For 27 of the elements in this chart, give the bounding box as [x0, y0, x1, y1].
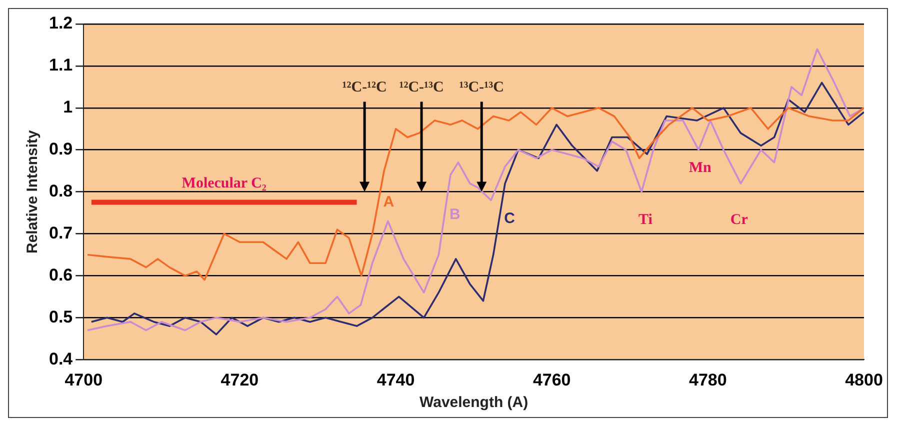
series-label: C [504, 210, 516, 228]
y-tick-label: 1.2 [48, 14, 73, 33]
annotation: ¹²C-¹³C [399, 80, 444, 96]
x-tick-label: 4800 [845, 370, 883, 390]
x-axis-title: Wavelength (A) [420, 394, 528, 412]
series-label: B [450, 206, 461, 224]
y-tick-label: 0.6 [48, 265, 73, 284]
x-tick-label: 4760 [532, 370, 571, 390]
y-tick-label: 0.8 [48, 181, 73, 200]
annotation: ¹³C-¹³C [459, 80, 504, 96]
annotation: ¹²C-¹²C [342, 80, 387, 96]
annotation: Ti [638, 212, 652, 228]
series-label: A [383, 193, 394, 210]
x-tick-label: 4740 [376, 370, 415, 390]
annotation: Cr [730, 212, 748, 228]
y-tick-label: 0.5 [48, 307, 73, 326]
y-tick-label: 1.1 [48, 56, 73, 75]
y-axis-title: Relative Intensity [24, 129, 42, 254]
annotation: Mn [688, 160, 712, 176]
annotation: Molecular C₂ [182, 175, 267, 192]
y-tick-label: 0.7 [48, 223, 73, 242]
y-tick-label: 0.4 [48, 349, 74, 368]
x-tick-label: 4780 [689, 370, 727, 390]
y-tick-label: 0.9 [48, 140, 73, 159]
y-tick-label: 1 [63, 98, 73, 117]
x-tick-label: 4720 [220, 370, 259, 390]
x-tick-label: 4700 [64, 370, 103, 390]
